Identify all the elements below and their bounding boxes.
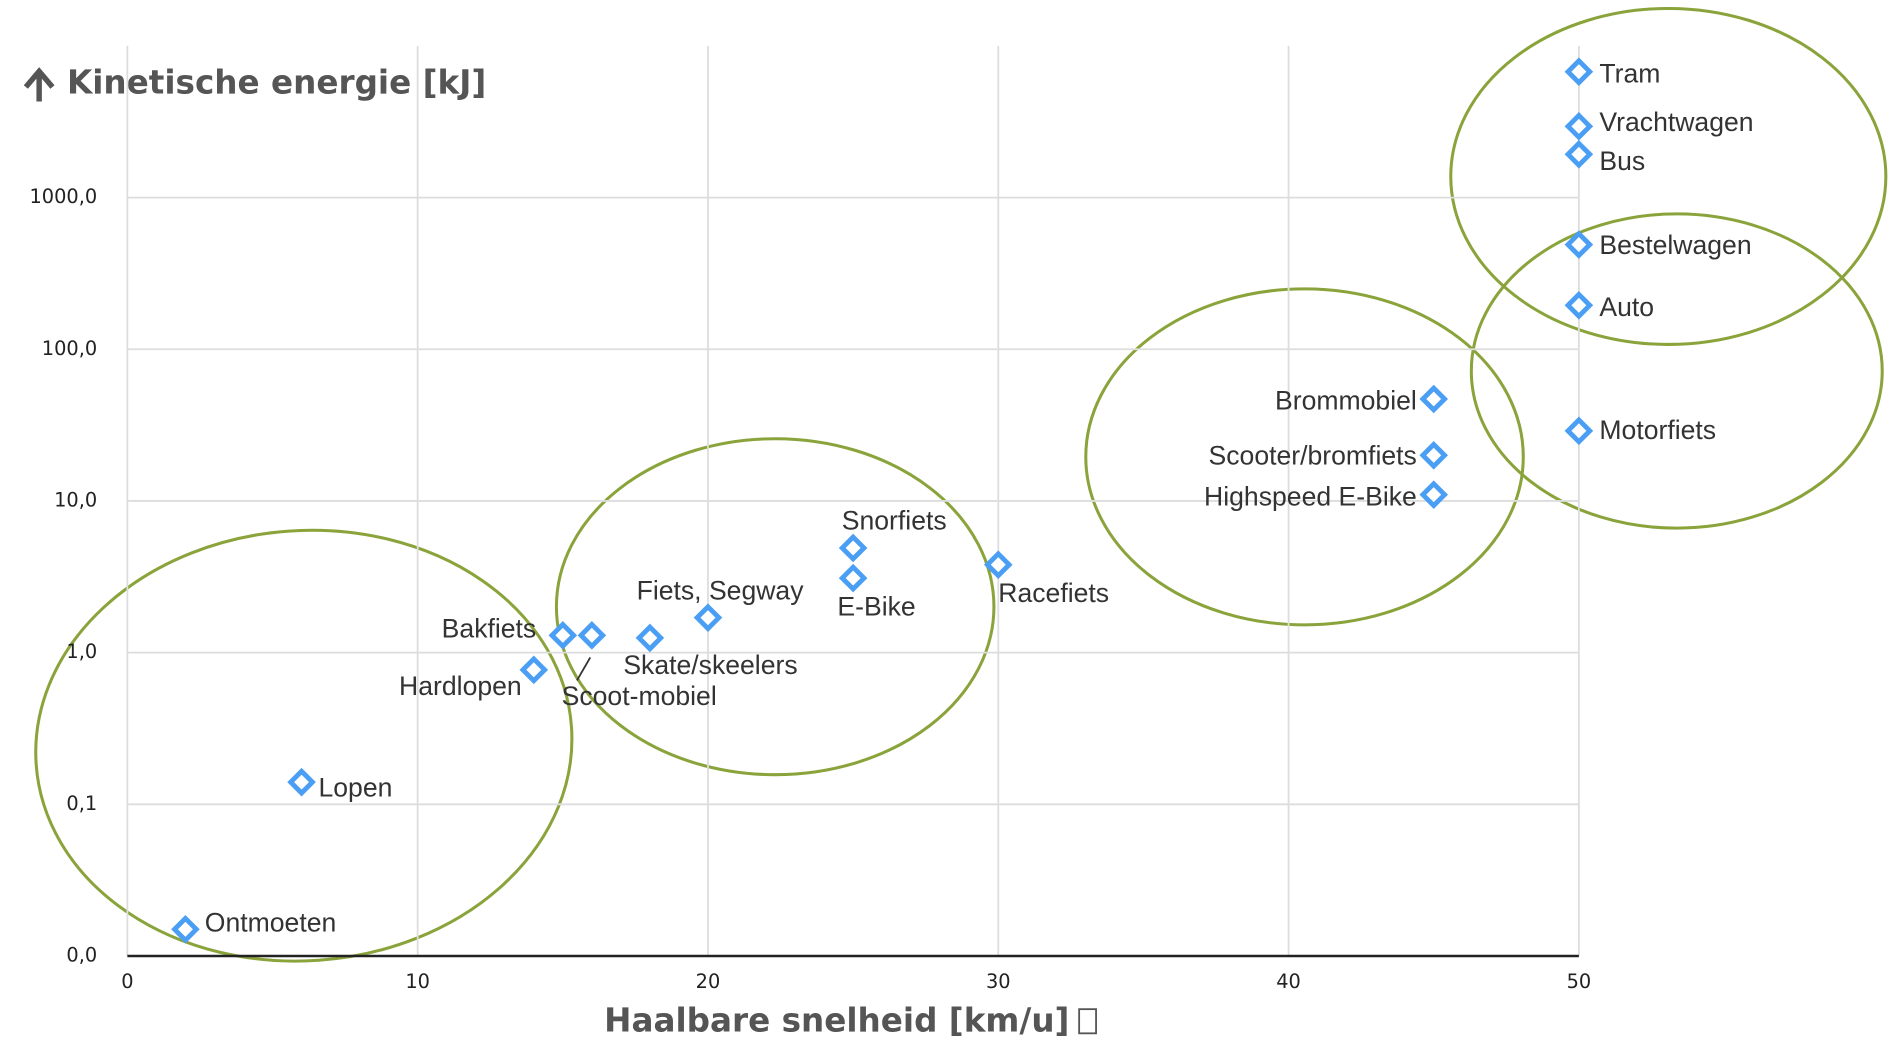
y-tick-label: 0,0 [66, 943, 97, 966]
y-tick-label: 0,1 [66, 792, 97, 815]
x-tick-label: 20 [696, 970, 721, 993]
point [287, 767, 316, 797]
leader-line [576, 657, 592, 681]
y-tick-label: 1000,0 [30, 185, 98, 208]
point [693, 603, 723, 632]
point [838, 563, 868, 593]
point-label: Hardlopen [399, 671, 522, 701]
point-label: Ontmoeten [205, 907, 337, 937]
y-tick-label: 1,0 [66, 640, 97, 663]
point-label: Skate/skeelers [623, 650, 797, 680]
ellipses [34, 6, 1888, 963]
group-ellipse [1449, 6, 1888, 346]
group-ellipse [1469, 212, 1884, 530]
help-icon [1078, 1008, 1097, 1035]
point [1564, 290, 1594, 320]
x-tick-label: 30 [986, 970, 1011, 993]
point-label: Brommobiel [1275, 386, 1417, 416]
point [519, 655, 549, 685]
point [635, 623, 665, 653]
point [1419, 480, 1449, 509]
point [1419, 440, 1449, 470]
y-tick-label: 100,0 [42, 337, 97, 360]
point-label: Scooter/bromfiets [1209, 441, 1417, 471]
point [1419, 384, 1449, 414]
x-axis-title: Haalbare snelheid [km/u] [604, 1001, 1069, 1039]
point-label: Bakfiets [442, 614, 537, 644]
point-label: Bus [1599, 146, 1645, 176]
point-label: Lopen [318, 772, 392, 802]
point [1564, 139, 1594, 169]
point-label: Fiets, Segway [637, 575, 805, 605]
point-label: Auto [1599, 292, 1654, 322]
point [1564, 57, 1594, 87]
point-label: Tram [1599, 58, 1660, 88]
x-tick-label: 0 [121, 970, 133, 993]
x-tick-label: 40 [1276, 970, 1301, 993]
group-ellipse [34, 528, 574, 963]
point-label: Snorfiets [842, 506, 947, 536]
point [577, 621, 607, 650]
point [1564, 230, 1594, 259]
x-tick-label: 50 [1567, 970, 1592, 993]
point [1564, 112, 1594, 141]
point [1564, 416, 1594, 446]
group-ellipse [1084, 287, 1525, 627]
point-label: Scoot-mobiel [562, 681, 717, 711]
point [983, 550, 1013, 579]
point-label: Vrachtwagen [1599, 107, 1753, 137]
point [171, 914, 200, 944]
point-label: Highspeed E-Bike [1204, 481, 1417, 511]
point [548, 621, 578, 650]
point-label: Racefiets [998, 578, 1109, 608]
point-label: Motorfiets [1599, 415, 1716, 445]
y-tick-label: 10,0 [54, 488, 97, 511]
up-arrow-icon [23, 67, 55, 102]
point-label: Bestelwagen [1599, 230, 1751, 260]
point-label: E-Bike [837, 591, 915, 621]
x-tick-label: 10 [405, 970, 430, 993]
group-ellipse [554, 437, 996, 777]
y-axis-title: Kinetische energie [kJ] [67, 64, 486, 102]
point [838, 533, 868, 563]
